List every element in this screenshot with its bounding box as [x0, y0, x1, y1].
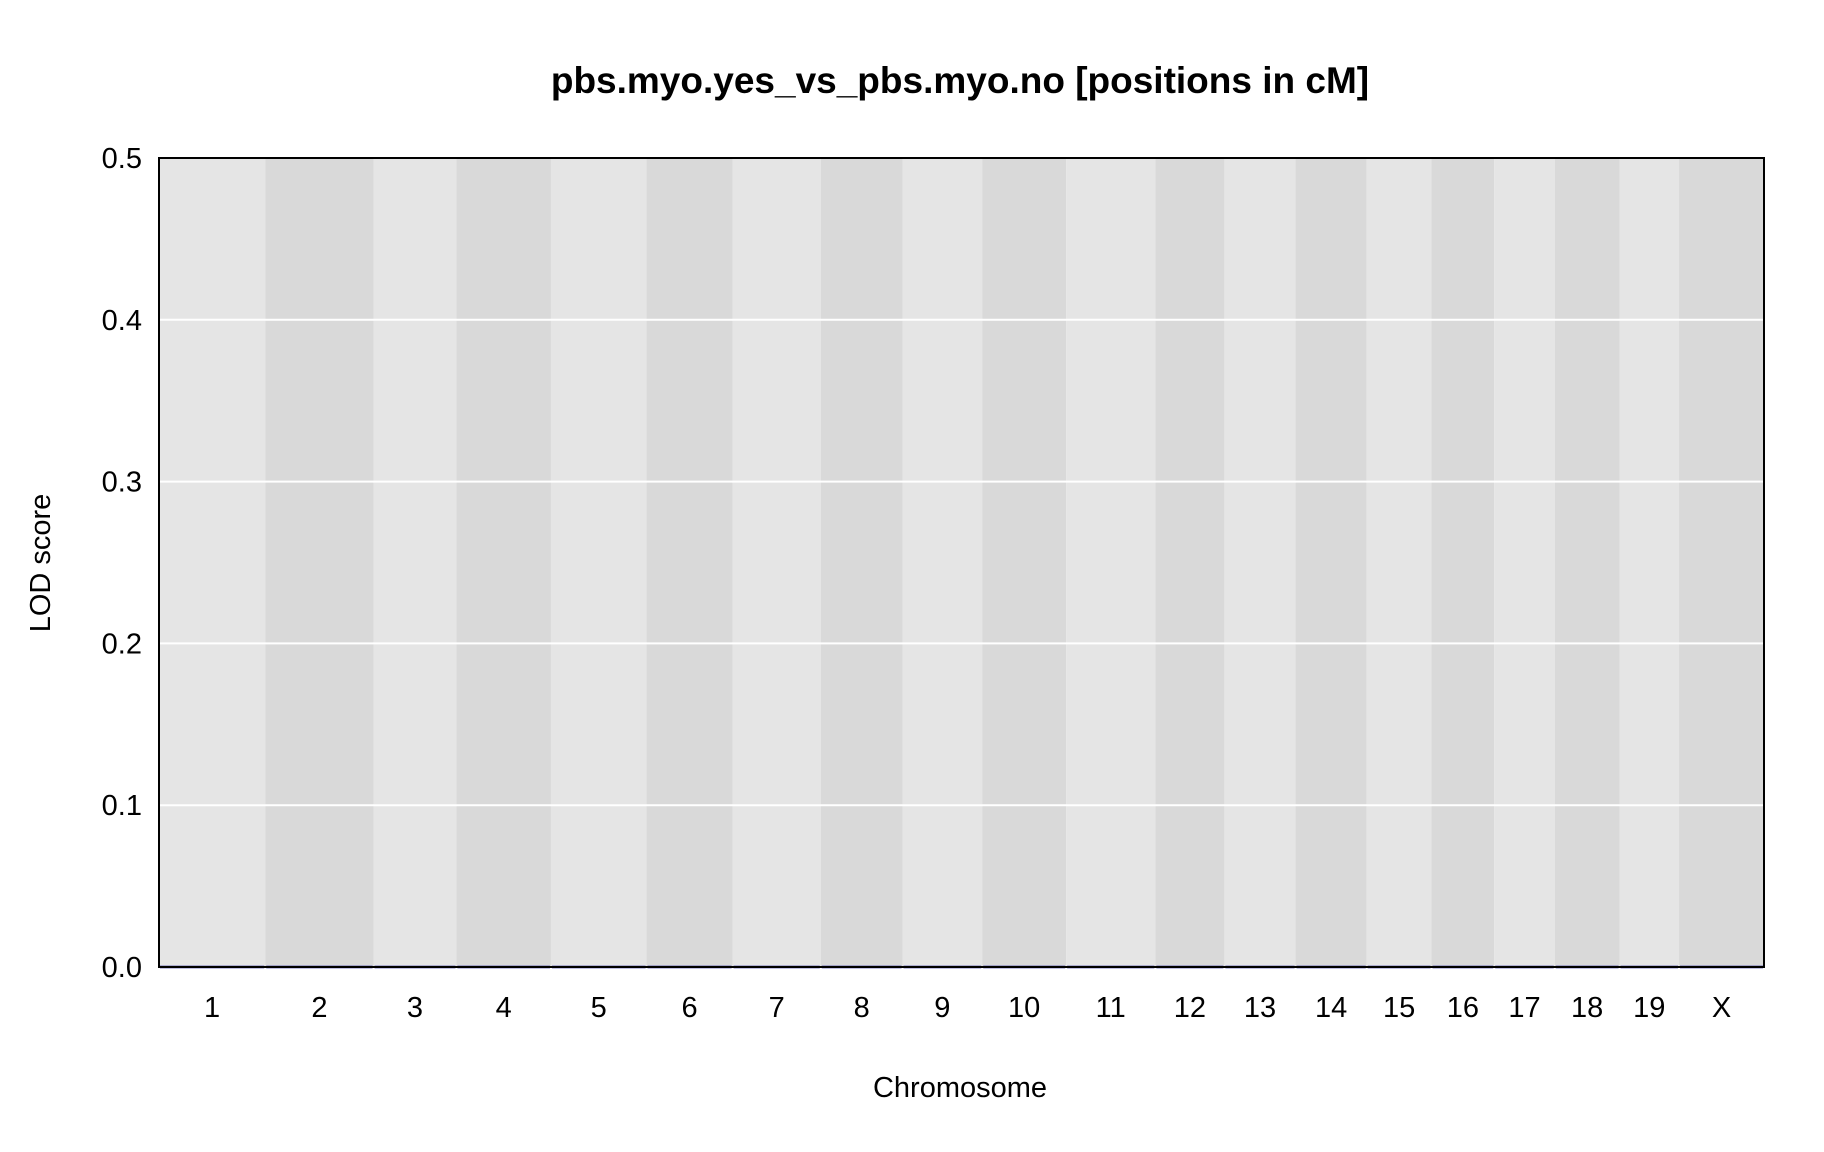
x-tick-label-15: 15 [1383, 992, 1415, 1024]
chromosome-band-16 [1431, 158, 1495, 967]
x-tick-label-13: 13 [1244, 992, 1276, 1024]
x-tick-label-12: 12 [1174, 992, 1206, 1024]
x-tick-label-7: 7 [769, 992, 785, 1024]
y-tick-label-0.0: 0.0 [102, 952, 142, 984]
chromosome-band-1 [159, 158, 266, 967]
chromosome-bands [159, 158, 1764, 967]
y-tick-label-0.5: 0.5 [102, 143, 142, 175]
chromosome-band-15 [1366, 158, 1432, 967]
chromosome-band-4 [456, 158, 551, 967]
chromosome-band-10 [982, 158, 1067, 967]
x-tick-label-14: 14 [1315, 992, 1347, 1024]
chromosome-band-12 [1155, 158, 1225, 967]
chromosome-band-13 [1224, 158, 1296, 967]
chart-title: pbs.myo.yes_vs_pbs.myo.no [positions in … [551, 60, 1369, 101]
chromosome-band-2 [265, 158, 374, 967]
chromosome-band-6 [646, 158, 733, 967]
chromosome-band-18 [1554, 158, 1620, 967]
x-tick-label-1: 1 [204, 992, 220, 1024]
chromosome-band-19 [1619, 158, 1680, 967]
x-tick-label-19: 19 [1633, 992, 1665, 1024]
chromosome-band-11 [1066, 158, 1156, 967]
y-axis-ticks: 0.0 0.1 0.2 0.3 0.4 0.5 [102, 143, 142, 984]
x-tick-label-10: 10 [1008, 992, 1040, 1024]
x-tick-label-6: 6 [682, 992, 698, 1024]
chromosome-band-14 [1295, 158, 1367, 967]
chromosome-band-9 [902, 158, 983, 967]
y-tick-label-0.3: 0.3 [102, 467, 142, 499]
x-tick-label-11: 11 [1096, 992, 1126, 1024]
y-axis-label: LOD score [25, 494, 57, 633]
y-tick-label-0.4: 0.4 [102, 305, 142, 337]
x-tick-label-17: 17 [1508, 992, 1540, 1024]
y-tick-label-0.2: 0.2 [102, 628, 142, 660]
chromosome-band-8 [820, 158, 903, 967]
x-axis-ticks: 1 2 3 4 5 6 7 8 9 10 11 12 13 14 15 16 17 18 19 X [204, 992, 1731, 1024]
x-tick-label-18: 18 [1571, 992, 1603, 1024]
x-tick-label-X: X [1712, 992, 1731, 1024]
chromosome-band-17 [1494, 158, 1555, 967]
chromosome-band-5 [550, 158, 647, 967]
x-tick-label-5: 5 [591, 992, 607, 1024]
x-tick-label-2: 2 [311, 992, 327, 1024]
x-tick-label-16: 16 [1447, 992, 1479, 1024]
plot-frame [158, 157, 1765, 968]
x-tick-label-8: 8 [854, 992, 870, 1024]
x-tick-label-9: 9 [934, 992, 950, 1024]
gridlines [159, 318, 1764, 807]
x-tick-label-4: 4 [496, 992, 512, 1024]
chromosome-band-3 [373, 158, 457, 967]
chromosome-band-X [1679, 158, 1764, 967]
x-axis-label: Chromosome [873, 1072, 1047, 1104]
chromosome-band-7 [732, 158, 821, 967]
x-tick-label-3: 3 [407, 992, 423, 1024]
y-tick-label-0.1: 0.1 [102, 790, 142, 822]
